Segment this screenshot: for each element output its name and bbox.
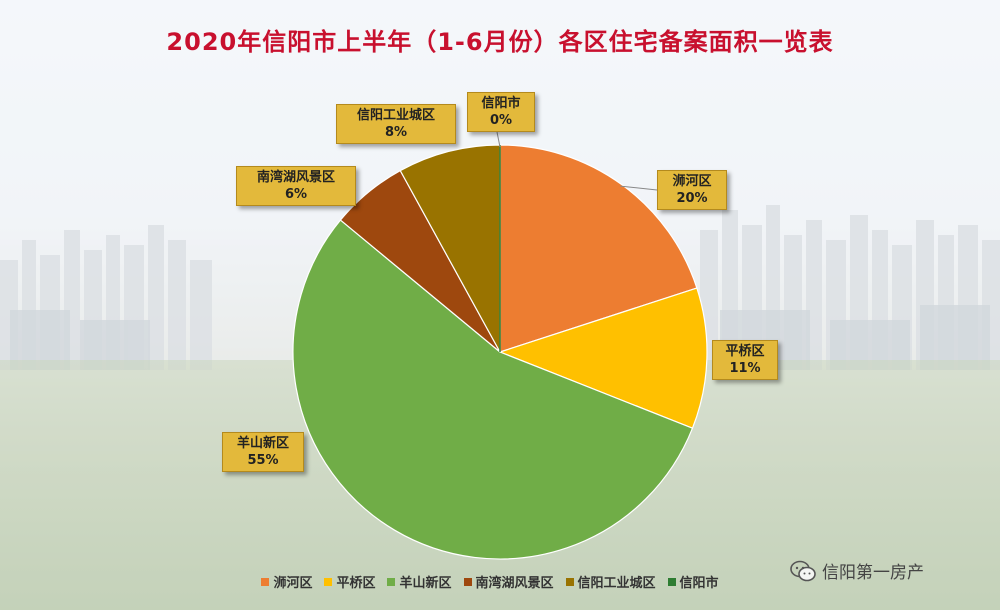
legend-label: 信阳工业城区 <box>577 576 656 591</box>
chart-legend: 浉河区 平桥区 羊山新区 南湾湖风景区 信阳工业城区 信阳市 <box>210 572 770 591</box>
legend-label: 南湾湖风景区 <box>475 576 554 591</box>
data-label-name: 浉河区 <box>672 174 712 189</box>
data-label-value: 8% <box>384 125 408 140</box>
data-label: 平桥区 11% <box>712 340 778 380</box>
legend-label: 信阳市 <box>679 576 719 591</box>
legend-swatch <box>261 577 270 586</box>
data-label-value: 0% <box>489 113 513 128</box>
data-label-name: 南湾湖风景区 <box>256 170 335 185</box>
pie-slice <box>498 287 708 429</box>
data-label-value: 20% <box>676 191 708 206</box>
legend-item: 信阳市 <box>667 572 719 591</box>
legend-item: 平桥区 <box>324 572 375 591</box>
data-label-name: 信阳市 <box>481 96 521 111</box>
pie-slice <box>399 144 501 353</box>
data-label: 南湾湖风景区 6% <box>236 166 356 206</box>
data-label-value: 6% <box>284 187 308 202</box>
legend-label: 浉河区 <box>273 576 313 591</box>
legend-swatch <box>463 577 472 586</box>
legend-label: 平桥区 <box>336 576 376 591</box>
legend-item: 南湾湖风景区 <box>463 572 554 591</box>
leader-line <box>496 131 501 148</box>
data-label: 羊山新区 55% <box>222 432 304 472</box>
data-label-name: 平桥区 <box>725 344 765 359</box>
wechat-icon <box>790 560 816 581</box>
legend-label: 羊山新区 <box>399 576 452 591</box>
legend-swatch <box>565 577 574 586</box>
watermark-text: 信阳第一房产 <box>822 563 924 583</box>
data-label-name: 羊山新区 <box>236 436 289 451</box>
data-label: 信阳工业城区 8% <box>336 104 456 144</box>
legend-item: 浉河区 <box>261 572 312 591</box>
chart-title: 2020年信阳市上半年（1-6月份）各区住宅备案面积一览表 <box>166 28 834 56</box>
data-label-value: 55% <box>247 453 279 468</box>
data-label-name: 信阳工业城区 <box>356 108 435 123</box>
legend-item: 羊山新区 <box>387 572 452 591</box>
legend-swatch <box>667 577 676 586</box>
legend-item: 信阳工业城区 <box>565 572 656 591</box>
legend-swatch <box>387 577 396 586</box>
leader-line <box>620 185 658 191</box>
watermark: 信阳第一房产 <box>790 558 924 583</box>
data-label: 浉河区 20% <box>657 170 727 210</box>
data-label: 信阳市 0% <box>467 92 535 132</box>
pie-slice <box>499 144 698 353</box>
legend-swatch <box>324 577 333 586</box>
pie-slice <box>292 219 694 560</box>
data-label-value: 11% <box>729 361 761 376</box>
